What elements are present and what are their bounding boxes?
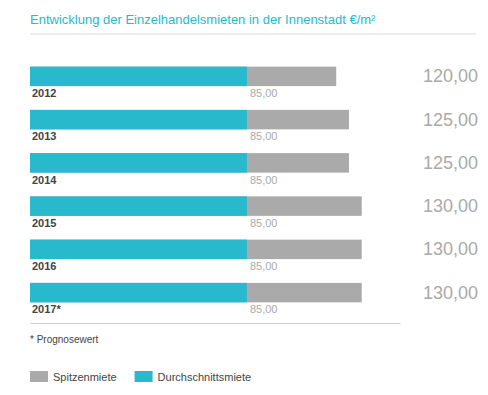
bar bbox=[30, 283, 247, 302]
data-label: 130,00 bbox=[423, 196, 478, 216]
bar bbox=[30, 240, 362, 259]
category-label: 2013 bbox=[32, 130, 56, 142]
data-label: 85,00 bbox=[250, 217, 278, 229]
x-axis-line bbox=[31, 323, 401, 324]
data-label: 85,00 bbox=[250, 260, 278, 272]
category-label: 2015 bbox=[32, 217, 56, 229]
bar bbox=[30, 153, 349, 172]
bar bbox=[30, 67, 247, 86]
title-separator bbox=[30, 34, 476, 35]
legend-swatch bbox=[135, 371, 153, 382]
bars bbox=[30, 67, 362, 303]
data-label: 125,00 bbox=[423, 153, 478, 173]
data-label: 85,00 bbox=[250, 303, 278, 315]
data-label: 85,00 bbox=[250, 174, 278, 186]
legend-item: Durchschnittsmiete bbox=[135, 371, 252, 383]
legend-item: Spitzenmiete bbox=[30, 371, 117, 383]
data-label: 85,00 bbox=[250, 87, 278, 99]
legend-label: Durchschnittsmiete bbox=[158, 371, 252, 383]
bar bbox=[30, 240, 247, 259]
category-label: 2012 bbox=[32, 87, 56, 99]
legend: Spitzenmiete Durchschnittsmiete bbox=[30, 371, 251, 383]
x-axis bbox=[31, 323, 401, 324]
bar bbox=[30, 153, 247, 172]
category-label: 2016 bbox=[32, 260, 56, 272]
bar bbox=[30, 110, 349, 129]
category-label: 2017* bbox=[32, 303, 61, 315]
bar bbox=[30, 67, 336, 86]
category-label: 2014 bbox=[32, 174, 57, 186]
title: Entwicklung der Einzelhandelsmieten in d… bbox=[30, 12, 376, 27]
bar bbox=[30, 196, 362, 215]
bar bbox=[30, 196, 247, 215]
data-label: 125,00 bbox=[423, 110, 478, 130]
legend-swatch bbox=[30, 371, 48, 382]
bar bbox=[30, 283, 362, 302]
chart: Entwicklung der Einzelhandelsmieten in d… bbox=[0, 0, 488, 395]
bar bbox=[30, 110, 247, 129]
data-label: 120,00 bbox=[423, 66, 478, 86]
data-label: 130,00 bbox=[423, 239, 478, 259]
legend-label: Spitzenmiete bbox=[53, 371, 117, 383]
annotation: * Prognosewert bbox=[30, 334, 99, 345]
labels: 2012 2013 2014 2015 2016 2017* 120,00 125,00 125… bbox=[32, 66, 478, 315]
data-label: 85,00 bbox=[250, 130, 278, 142]
data-label: 130,00 bbox=[423, 283, 478, 303]
